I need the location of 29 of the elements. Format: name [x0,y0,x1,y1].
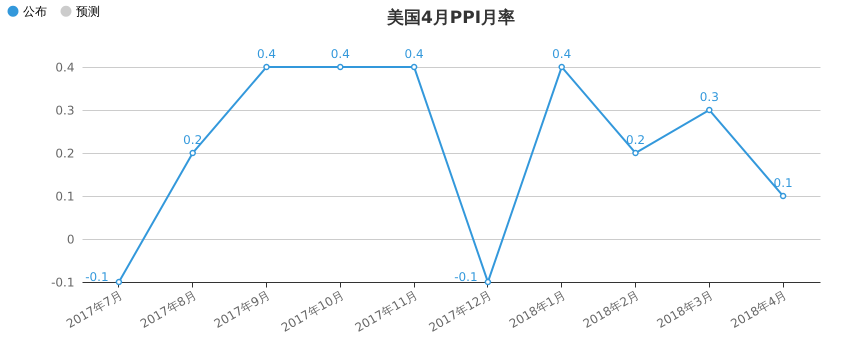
point [484,278,492,286]
legend-label: 公布 [23,4,47,18]
y-tick-label: 0.3 [55,104,74,118]
y-tick-label: -0.1 [51,276,74,290]
data-label: 0.3 [700,90,719,104]
y-tick-label: 0.4 [55,60,74,74]
data-label: 0.2 [626,133,646,147]
point [189,150,196,156]
point [780,192,786,200]
point [558,64,565,70]
data-label: 0.4 [330,47,350,61]
data-label: 0.4 [552,47,572,61]
point [410,64,418,70]
point [263,64,270,70]
point [116,278,122,286]
y-tick-label: 0.1 [55,190,74,204]
chart-title: 美国4月PPI月率 [386,8,516,28]
data-label: 0.4 [256,47,276,61]
point [337,64,344,70]
y-tick-label: 0 [66,232,74,246]
data-label: -0.1 [85,270,109,284]
data-label: -0.1 [454,270,478,284]
data-label: 0.2 [183,133,202,147]
point [706,106,713,114]
data-label: 0.4 [404,47,424,61]
data-label: 0.1 [774,176,793,190]
point [632,150,639,156]
legend-label: 预测 [76,4,100,18]
y-tick-label: 0.2 [55,146,74,160]
